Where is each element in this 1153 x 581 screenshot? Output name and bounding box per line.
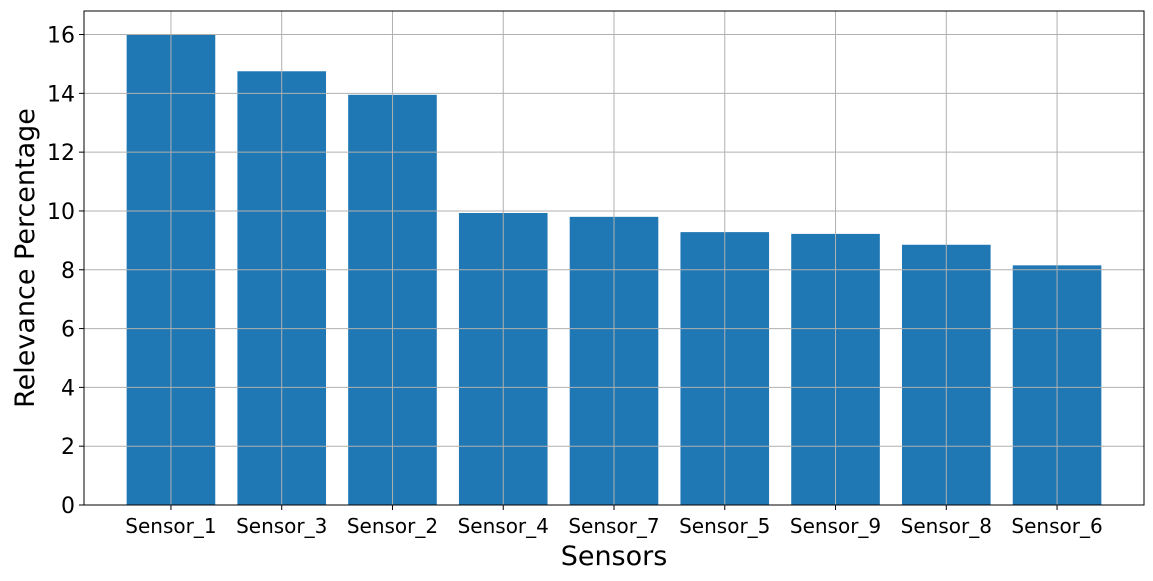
x-tick-label: Sensor_9 bbox=[790, 514, 881, 538]
x-tick-label: Sensor_7 bbox=[568, 514, 659, 538]
x-tick-label: Sensor_4 bbox=[458, 514, 549, 538]
x-tick-label: Sensor_8 bbox=[901, 514, 992, 538]
y-tick-label: 8 bbox=[61, 259, 75, 284]
y-tick-label: 2 bbox=[61, 435, 75, 460]
y-tick-label: 6 bbox=[61, 318, 75, 343]
y-tick-label: 16 bbox=[47, 24, 75, 49]
y-tick-label: 4 bbox=[61, 376, 75, 401]
overlay-grid-layer bbox=[84, 11, 1144, 506]
x-axis-title: Sensors bbox=[561, 541, 668, 572]
y-tick-label: 14 bbox=[47, 82, 75, 107]
x-tick-label: Sensor_2 bbox=[347, 514, 438, 538]
x-tick-label: Sensor_5 bbox=[679, 514, 770, 538]
y-tick-label: 10 bbox=[47, 200, 75, 225]
x-tick-label: Sensor_1 bbox=[125, 514, 216, 538]
x-tick-label: Sensor_3 bbox=[236, 514, 327, 538]
y-axis-title: Relevance Percentage bbox=[10, 108, 41, 408]
x-tick-label: Sensor_6 bbox=[1011, 514, 1102, 538]
tick-layer: 0 2 4 6 8 10 12 14 16 Sensor_1 Sensor_3 Sensor_2 Sen… bbox=[47, 24, 1103, 538]
y-tick-label: 12 bbox=[47, 141, 75, 166]
y-tick-label: 0 bbox=[61, 494, 75, 519]
